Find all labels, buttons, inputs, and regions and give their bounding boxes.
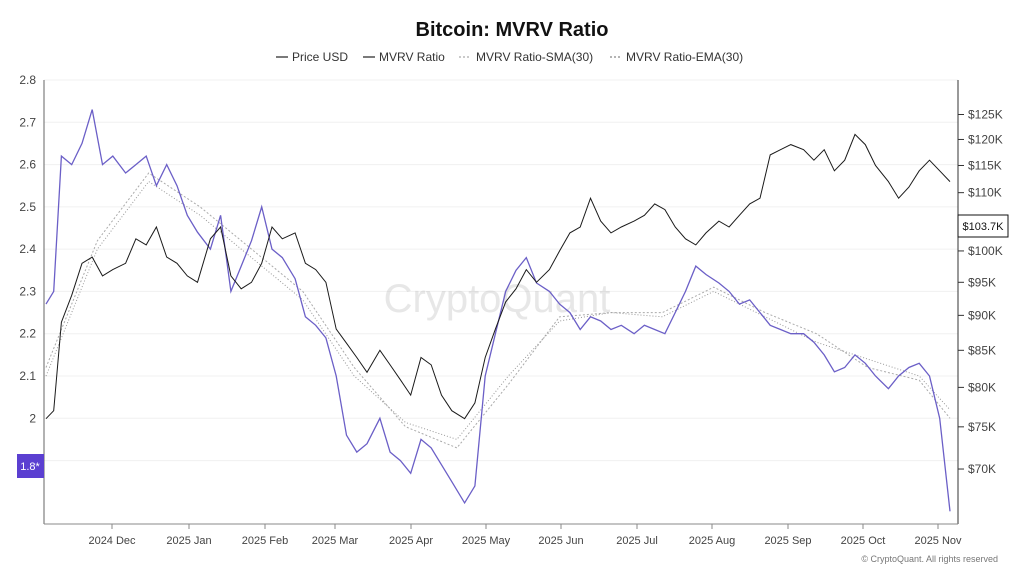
series-layer <box>45 109 951 512</box>
right-tick-label: $85K <box>968 343 996 357</box>
right-tick-label: $90K <box>968 308 996 322</box>
legend-label-mvrv: MVRV Ratio <box>379 50 445 64</box>
current-price-label: $103.7K <box>963 221 1005 233</box>
chart-title: Bitcoin: MVRV Ratio <box>416 19 609 41</box>
left-tick-label: 2.7 <box>19 115 36 129</box>
credit-text: © CryptoQuant. All rights reserved <box>861 554 998 564</box>
x-tick-label: 2025 Oct <box>841 535 886 547</box>
current-mvrv-label: 1.8* <box>20 461 40 473</box>
right-tick-label: $95K <box>968 275 996 289</box>
x-tick-label: 2025 Aug <box>689 535 736 547</box>
right-tick-label: $125K <box>968 108 1003 122</box>
left-tick-label: 2.8 <box>19 73 36 87</box>
left-tick-label: 2.5 <box>19 200 36 214</box>
x-tick-label: 2025 Nov <box>914 535 962 547</box>
x-tick-label: 2025 Jun <box>538 535 583 547</box>
right-tick-label: $100K <box>968 244 1003 258</box>
x-axis-ticks: 2024 Dec 2025 Jan 2025 Feb 2025 Mar 2025 Apr… <box>88 524 962 547</box>
series-mvrv-ratio <box>45 109 951 512</box>
right-tick-label: $110K <box>968 186 1002 200</box>
x-tick-label: 2024 Dec <box>88 535 136 547</box>
current-price-badge: $103.7K <box>957 214 1009 238</box>
left-tick-label: 2.1 <box>19 369 36 383</box>
left-tick-label: 2 <box>29 411 36 425</box>
x-tick-label: 2025 Jul <box>616 535 658 547</box>
x-tick-label: 2025 Feb <box>242 535 288 547</box>
current-mvrv-badge: 1.8* <box>17 454 44 478</box>
x-tick-label: 2025 Sep <box>764 535 811 547</box>
watermark: CryptoQuant <box>384 277 611 321</box>
legend-label-ema: MVRV Ratio-EMA(30) <box>626 50 743 64</box>
legend-label-sma: MVRV Ratio-SMA(30) <box>476 50 593 64</box>
series-mvrv-sma30 <box>45 172 951 449</box>
right-tick-label: $115K <box>968 158 1002 172</box>
right-tick-label: $120K <box>968 132 1003 146</box>
x-tick-label: 2025 May <box>462 535 511 547</box>
x-tick-label: 2025 Mar <box>312 535 359 547</box>
grid <box>44 79 958 462</box>
legend: Price USD MVRV Ratio MVRV Ratio-SMA(30) … <box>276 50 743 64</box>
x-tick-label: 2025 Jan <box>166 535 211 547</box>
left-axis-ticks: 2.82.72.62.52.42.32.22.121.9 <box>19 73 36 468</box>
left-tick-label: 2.3 <box>19 284 36 298</box>
left-tick-label: 2.4 <box>19 242 36 256</box>
right-tick-label: $70K <box>968 462 996 476</box>
left-tick-label: 2.2 <box>19 327 36 341</box>
series-price-usd <box>45 133 951 420</box>
right-tick-label: $75K <box>968 420 996 434</box>
left-tick-label: 2.6 <box>19 158 36 172</box>
right-tick-label: $80K <box>968 380 996 394</box>
x-tick-label: 2025 Apr <box>389 535 433 547</box>
legend-label-price: Price USD <box>292 50 348 64</box>
